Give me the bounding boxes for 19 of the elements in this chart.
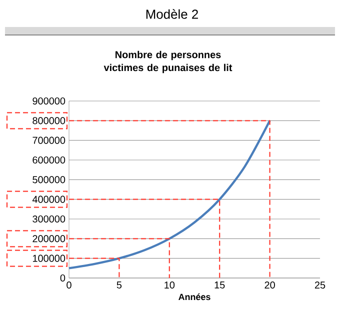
chart-title: Nombre de personnes victimes de punaises de lit: [104, 50, 232, 74]
y-tick-label: 200000: [32, 235, 66, 242]
x-axis-title: Années: [178, 293, 210, 300]
y-tick-label: 500000: [32, 176, 66, 184]
x-tick-label: 15: [214, 282, 225, 288]
x-tick-label: 5: [116, 282, 122, 288]
x-tick-label: 20: [264, 282, 275, 289]
text: Modèle 2: [146, 9, 198, 19]
y-tick-label: 100000: [33, 254, 66, 262]
x-tick-label: 10: [164, 282, 175, 289]
x-tick-label: 25: [314, 282, 326, 289]
x-tick-label: 0: [66, 282, 72, 289]
y-tick-label: 800000: [32, 117, 66, 124]
y-tick-label: 0: [60, 274, 66, 282]
y-tick-label: 300000: [32, 215, 66, 223]
y-tick-label: 600000: [32, 156, 66, 164]
y-tick-label: 900000: [32, 97, 66, 105]
y-tick-label: 400000: [32, 196, 66, 203]
y-tick-label: 700000: [32, 136, 66, 144]
